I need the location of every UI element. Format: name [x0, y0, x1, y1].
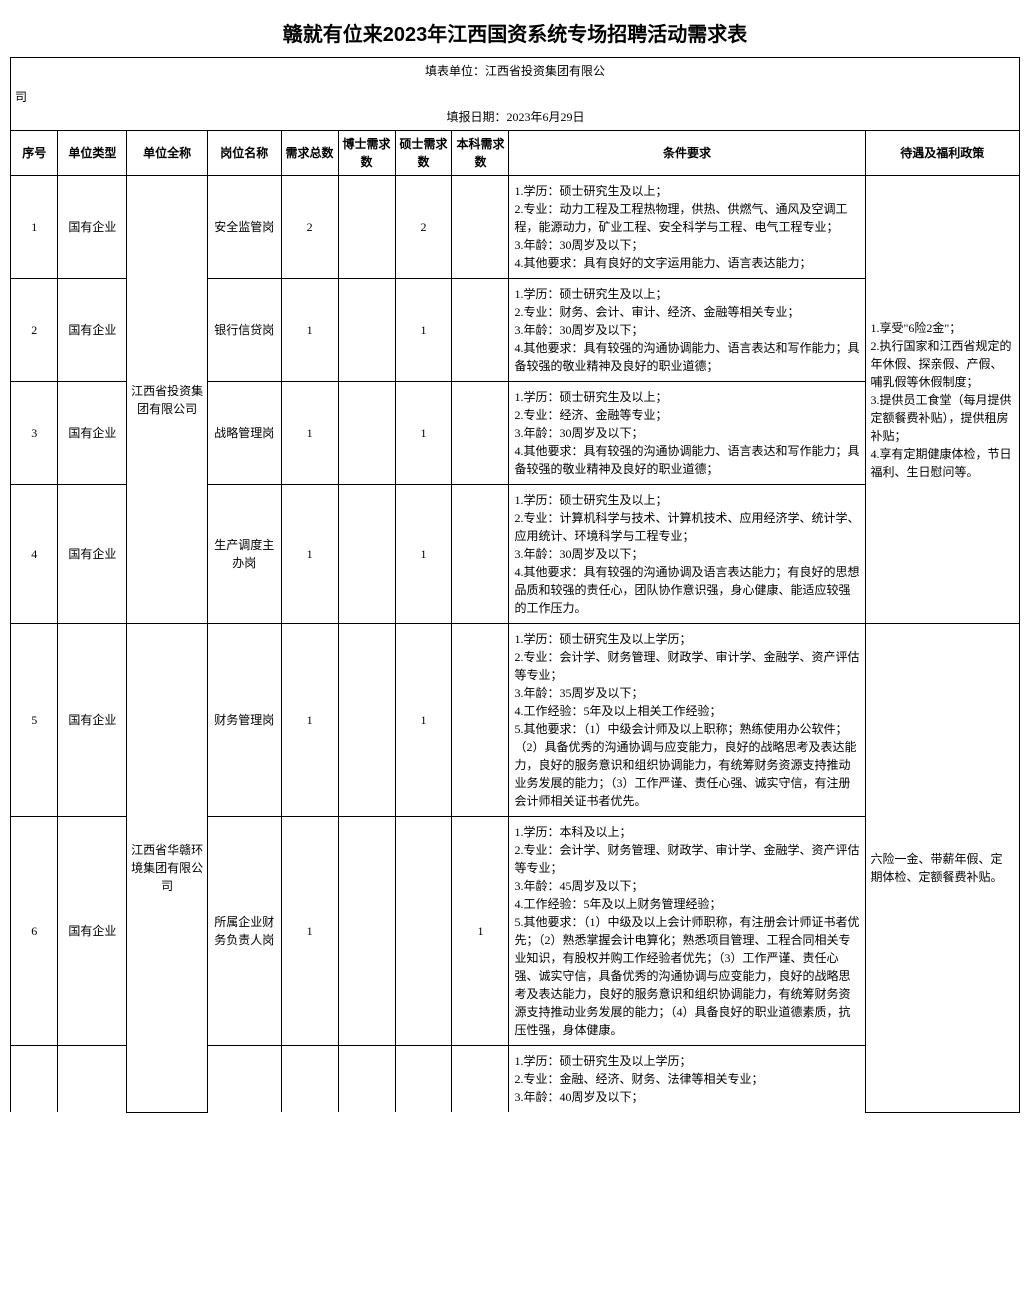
cell-req: 1.学历：硕士研究生及以上学历；2.专业：会计学、财务管理、财政学、审计学、金融…: [509, 624, 865, 817]
cell-type: 国有企业: [58, 279, 127, 382]
cell-master: 2: [395, 176, 452, 279]
cell-seq: 6: [11, 817, 58, 1046]
cell-phd: [338, 382, 395, 485]
cell-master: 1: [395, 279, 452, 382]
cell-position: 战略管理岗: [208, 382, 282, 485]
cell-bachelor: [452, 382, 509, 485]
cell-position: 银行信贷岗: [208, 279, 282, 382]
col-type-header: 单位类型: [58, 131, 127, 176]
form-unit-suffix: 司 填报日期：2023年6月29日: [11, 84, 1020, 131]
cell-phd: [338, 817, 395, 1046]
cell-benefit: 1.享受"6险2金"；2.执行国家和江西省规定的年休假、探亲假、产假、哺乳假等休…: [865, 176, 1020, 624]
cell-master: 1: [395, 624, 452, 817]
cell-company: 江西省华赣环境集团有限公司: [127, 624, 208, 1113]
col-company-header: 单位全称: [127, 131, 208, 176]
cell-req: 1.学历：本科及以上；2.专业：会计学、财务管理、财政学、审计学、金融学、资产评…: [509, 817, 865, 1046]
cell-req: 1.学历：硕士研究生及以上；2.专业：经济、金融等专业；3.年龄：30周岁及以下…: [509, 382, 865, 485]
cell-company: 江西省投资集团有限公司: [127, 176, 208, 624]
cell-phd: [338, 1046, 395, 1113]
form-unit-cell: 填表单位：江西省投资集团有限公: [11, 58, 1020, 85]
table-container: 填表单位：江西省投资集团有限公 司 填报日期：2023年6月29日 序号 单位类…: [0, 57, 1030, 1113]
col-bachelor-header: 本科需求数: [452, 131, 509, 176]
cell-seq: 4: [11, 485, 58, 624]
cell-position: 所属企业财务负责人岗: [208, 817, 282, 1046]
cell-master: [395, 1046, 452, 1113]
cell-seq: 2: [11, 279, 58, 382]
col-req-header: 条件要求: [509, 131, 865, 176]
form-unit-row-2: 司 填报日期：2023年6月29日: [11, 84, 1020, 131]
cell-total: 1: [281, 279, 338, 382]
cell-total: 2: [281, 176, 338, 279]
form-unit-row: 填表单位：江西省投资集团有限公: [11, 58, 1020, 85]
col-position-header: 岗位名称: [208, 131, 282, 176]
cell-master: 1: [395, 485, 452, 624]
cell-type: 国有企业: [58, 176, 127, 279]
cell-phd: [338, 176, 395, 279]
cell-position: 生产调度主办岗: [208, 485, 282, 624]
cell-total: 1: [281, 382, 338, 485]
page-title: 赣就有位来2023年江西国资系统专场招聘活动需求表: [0, 0, 1030, 57]
cell-seq: [11, 1046, 58, 1113]
cell-phd: [338, 624, 395, 817]
unit-suffix-text: 司: [15, 90, 27, 104]
cell-position: [208, 1046, 282, 1113]
cell-total: 1: [281, 485, 338, 624]
cell-req: 1.学历：硕士研究生及以上；2.专业：动力工程及工程热物理，供热、供燃气、通风及…: [509, 176, 865, 279]
cell-bachelor: [452, 279, 509, 382]
cell-type: 国有企业: [58, 382, 127, 485]
cell-seq: 1: [11, 176, 58, 279]
report-date: 填报日期：2023年6月29日: [15, 108, 1016, 126]
table-row: 1 国有企业 江西省投资集团有限公司 安全监管岗 2 2 1.学历：硕士研究生及…: [11, 176, 1020, 279]
cell-total: 1: [281, 817, 338, 1046]
cell-seq: 5: [11, 624, 58, 817]
cell-type: 国有企业: [58, 485, 127, 624]
cell-bachelor: [452, 1046, 509, 1113]
col-seq-header: 序号: [11, 131, 58, 176]
cell-master: [395, 817, 452, 1046]
cell-type: 国有企业: [58, 624, 127, 817]
cell-bachelor: 1: [452, 817, 509, 1046]
cell-phd: [338, 279, 395, 382]
col-benefit-header: 待遇及福利政策: [865, 131, 1020, 176]
cell-type: [58, 1046, 127, 1113]
cell-req: 1.学历：硕士研究生及以上；2.专业：计算机科学与技术、计算机技术、应用经济学、…: [509, 485, 865, 624]
cell-phd: [338, 485, 395, 624]
cell-master: 1: [395, 382, 452, 485]
cell-position: 安全监管岗: [208, 176, 282, 279]
cell-total: 1: [281, 624, 338, 817]
cell-position: 财务管理岗: [208, 624, 282, 817]
cell-bachelor: [452, 176, 509, 279]
recruitment-table: 填表单位：江西省投资集团有限公 司 填报日期：2023年6月29日 序号 单位类…: [10, 57, 1020, 1113]
cell-req: 1.学历：硕士研究生及以上；2.专业：财务、会计、审计、经济、金融等相关专业；3…: [509, 279, 865, 382]
table-row: 5 国有企业 江西省华赣环境集团有限公司 财务管理岗 1 1 1.学历：硕士研究…: [11, 624, 1020, 817]
cell-benefit: 六险一金、带薪年假、定期体检、定额餐费补贴。: [865, 624, 1020, 1113]
col-phd-header: 博士需求数: [338, 131, 395, 176]
cell-bachelor: [452, 624, 509, 817]
cell-type: 国有企业: [58, 817, 127, 1046]
cell-total: [281, 1046, 338, 1113]
cell-seq: 3: [11, 382, 58, 485]
column-header-row: 序号 单位类型 单位全称 岗位名称 需求总数 博士需求数 硕士需求数 本科需求数…: [11, 131, 1020, 176]
col-total-header: 需求总数: [281, 131, 338, 176]
cell-req: 1.学历：硕士研究生及以上学历；2.专业：金融、经济、财务、法律等相关专业；3.…: [509, 1046, 865, 1113]
col-master-header: 硕士需求数: [395, 131, 452, 176]
cell-bachelor: [452, 485, 509, 624]
